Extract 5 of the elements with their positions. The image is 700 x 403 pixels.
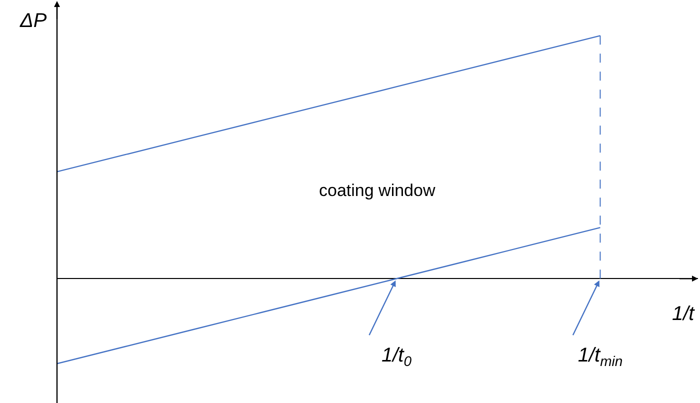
x-axis-title: 1/t: [672, 303, 696, 325]
y-axis-title: ΔP: [19, 10, 48, 32]
x-tick-label: 1/t$_{0}$: [381, 344, 412, 369]
x-tick-label: 1/t$_{min}$: [578, 344, 623, 369]
annotation: coating window: [319, 181, 436, 200]
